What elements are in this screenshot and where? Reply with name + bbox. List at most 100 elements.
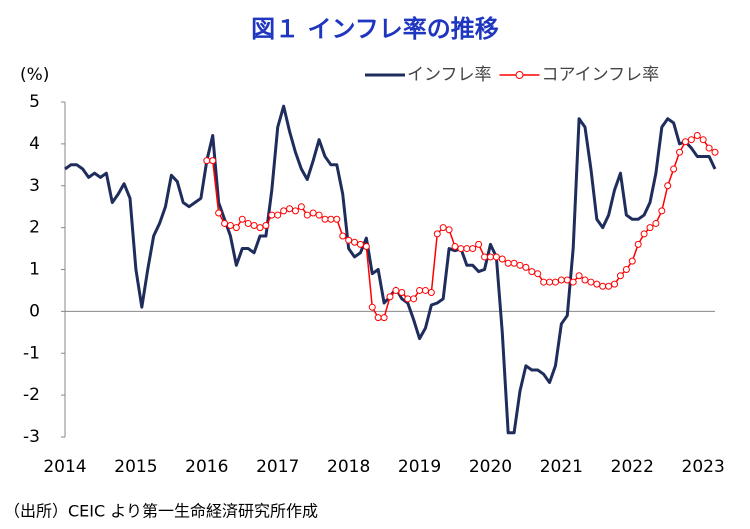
point-marker <box>221 219 229 227</box>
point-marker <box>439 224 447 232</box>
point-marker <box>398 289 406 297</box>
point-marker <box>498 255 506 263</box>
y-tick-label: 0 <box>29 301 40 321</box>
point-marker <box>510 259 518 267</box>
point-marker <box>321 215 329 223</box>
point-marker <box>705 144 713 152</box>
x-tick-label: 2018 <box>327 457 370 477</box>
x-tick-label: 2015 <box>114 457 157 477</box>
point-marker <box>475 240 483 248</box>
point-marker <box>203 157 211 165</box>
point-marker <box>581 276 589 284</box>
point-marker <box>345 236 353 244</box>
legend-label: コアインフレ率 <box>542 65 660 85</box>
point-marker <box>362 242 370 250</box>
point-marker <box>546 278 554 286</box>
point-marker <box>421 286 429 294</box>
y-tick-label: -2 <box>23 385 40 405</box>
point-marker <box>244 219 252 227</box>
point-marker <box>291 207 299 215</box>
point-marker <box>687 136 695 144</box>
y-tick-label: 3 <box>29 176 40 196</box>
y-tick-label: 2 <box>29 218 40 238</box>
point-marker <box>286 205 294 213</box>
point-marker <box>622 266 630 273</box>
point-marker <box>504 259 512 267</box>
point-marker <box>410 295 418 303</box>
point-marker <box>339 232 347 240</box>
point-marker <box>368 303 376 311</box>
point-marker <box>433 230 441 238</box>
point-marker <box>711 148 719 156</box>
y-axis-label: (%) <box>20 65 49 85</box>
point-marker <box>469 245 477 253</box>
point-marker <box>551 278 559 286</box>
point-marker <box>451 242 459 250</box>
point-marker <box>333 215 341 223</box>
point-marker <box>303 211 311 219</box>
x-tick-label: 2014 <box>43 457 86 477</box>
point-marker <box>256 224 264 232</box>
y-tick-label: 5 <box>29 92 40 112</box>
x-tick-label: 2016 <box>185 457 228 477</box>
x-tick-label: 2021 <box>540 457 583 477</box>
series-line <box>64 104 717 435</box>
point-marker <box>481 253 489 261</box>
point-marker <box>274 211 282 219</box>
point-marker <box>611 280 619 288</box>
x-tick-label: 2017 <box>256 457 299 477</box>
point-marker <box>457 245 465 253</box>
point-marker <box>215 209 223 217</box>
point-marker <box>557 276 565 284</box>
y-tick-label: 1 <box>29 260 40 280</box>
point-marker <box>209 157 217 165</box>
point-marker <box>445 226 453 234</box>
point-marker <box>351 238 359 246</box>
point-marker <box>563 276 571 284</box>
point-marker <box>404 295 412 303</box>
point-marker <box>297 203 305 211</box>
point-marker <box>587 278 595 286</box>
series-line <box>206 134 716 319</box>
point-marker <box>492 253 500 261</box>
point-marker <box>528 268 536 276</box>
point-marker <box>226 222 234 230</box>
x-tick-label: 2022 <box>611 457 654 477</box>
point-marker <box>486 253 494 261</box>
chart-title: 図１ インフレ率の推移 <box>251 15 499 43</box>
x-tick-label: 2020 <box>469 457 512 477</box>
point-marker <box>681 138 689 146</box>
point-marker <box>315 211 323 219</box>
point-marker <box>309 209 317 217</box>
point-marker <box>634 240 642 248</box>
point-marker <box>699 136 707 144</box>
point-marker <box>658 207 666 215</box>
x-tick-label: 2019 <box>398 457 441 477</box>
point-marker <box>628 257 636 265</box>
point-marker <box>575 272 583 280</box>
point-marker <box>534 270 542 278</box>
point-marker <box>416 286 424 294</box>
point-marker <box>569 278 577 286</box>
point-marker <box>238 215 246 223</box>
source-note: （出所）CEIC より第一生命経済研究所作成 <box>4 502 318 521</box>
point-marker <box>327 215 335 223</box>
point-marker <box>268 211 276 219</box>
point-marker <box>540 278 548 286</box>
x-tick-label: 2023 <box>682 457 725 477</box>
point-marker <box>599 282 607 290</box>
point-marker <box>516 261 524 269</box>
point-marker <box>652 219 660 227</box>
point-marker <box>374 314 382 322</box>
y-tick-label: 4 <box>29 134 40 154</box>
point-marker <box>262 222 270 230</box>
legend-marker <box>515 71 524 79</box>
point-marker <box>605 282 613 290</box>
point-marker <box>676 148 684 156</box>
point-marker <box>356 240 364 248</box>
point-marker <box>593 280 601 288</box>
point-marker <box>280 207 288 215</box>
point-marker <box>646 224 654 232</box>
point-marker <box>640 230 648 238</box>
point-marker <box>670 165 678 173</box>
